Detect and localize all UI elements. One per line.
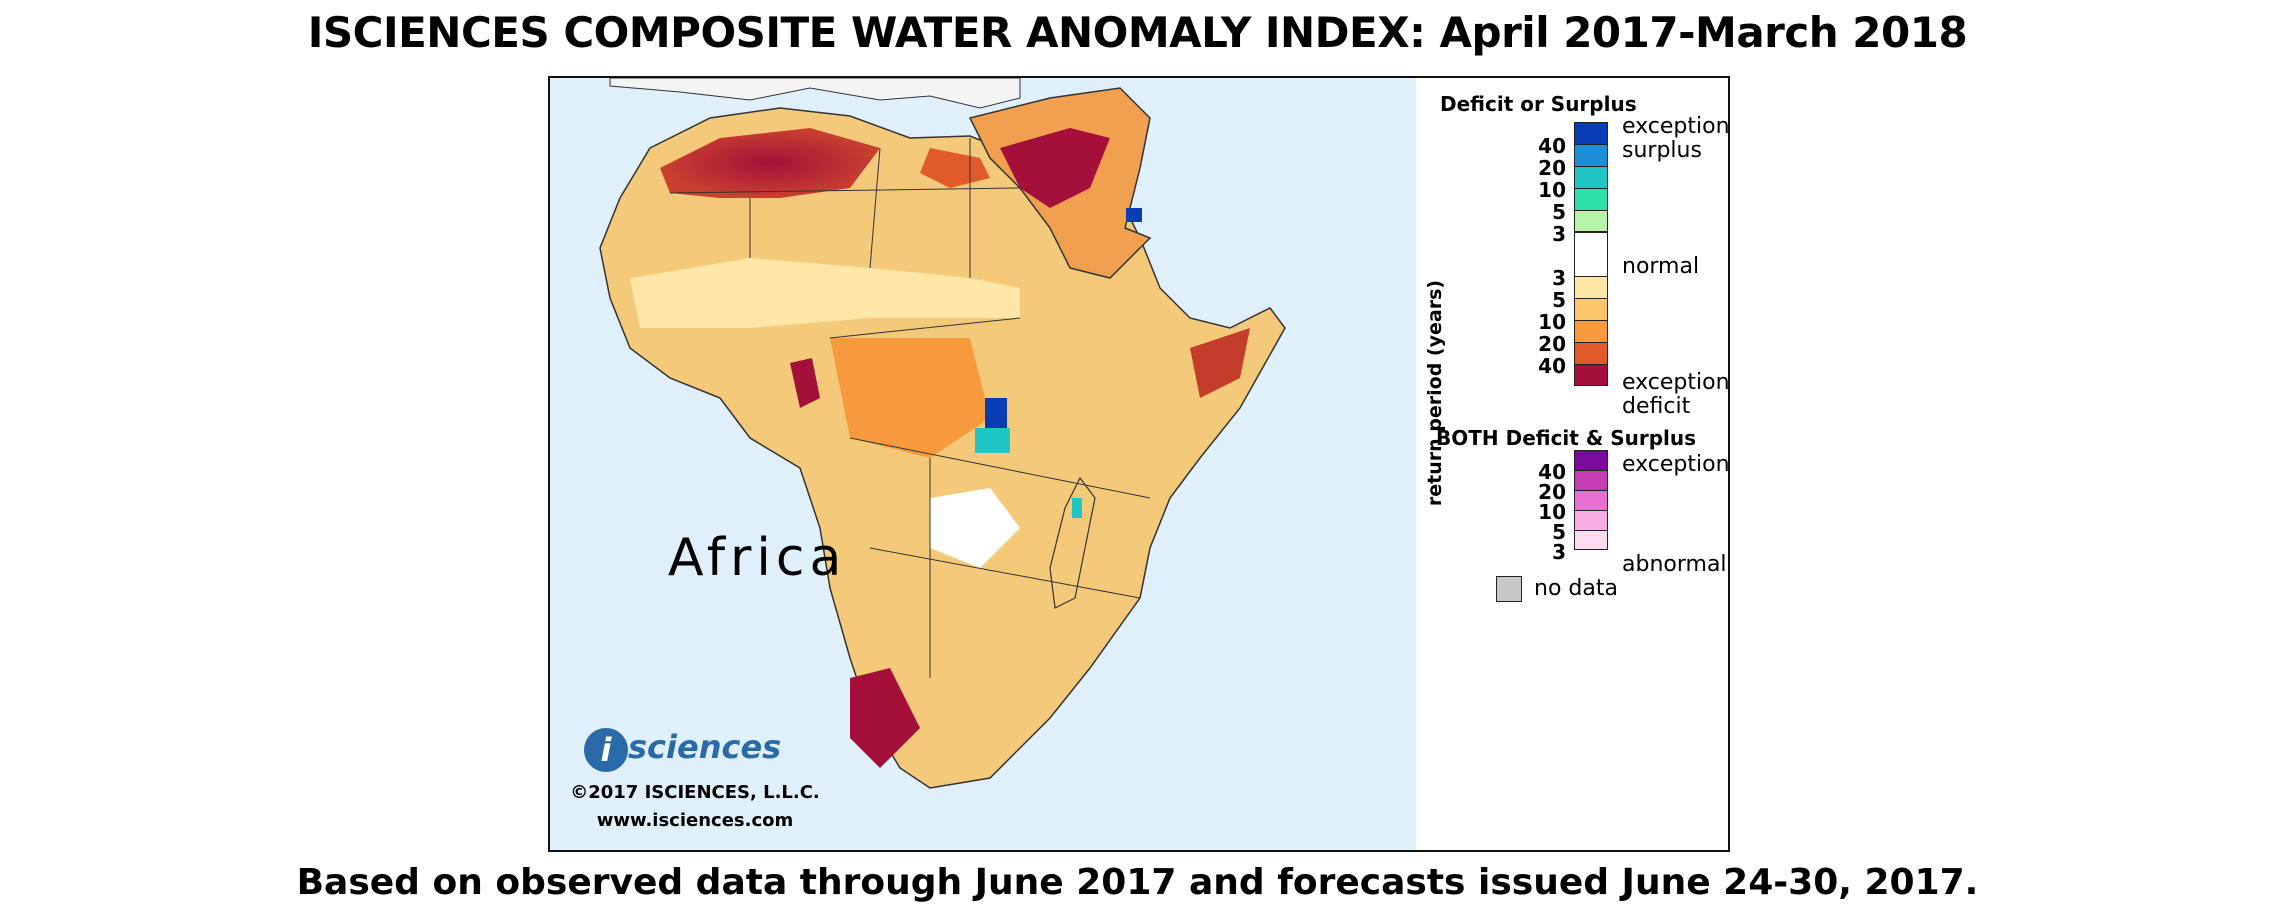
surplus-tick-10: 10 (1538, 178, 1566, 202)
normal-swatch (1574, 232, 1608, 276)
map-canvas (599, 78, 1286, 789)
southern-normal-patch (930, 488, 1020, 568)
deficit-tick-20: 20 (1538, 332, 1566, 356)
oman-exceptional-surplus (1126, 208, 1142, 222)
legend-both-title: BOTH Deficit & Surplus (1436, 426, 1697, 450)
madagascar-landmass (1049, 476, 1096, 609)
both-tick-10: 10 (1538, 500, 1566, 524)
deficit-swatch-2 (1574, 298, 1608, 320)
south-africa-exceptional-deficit (850, 668, 920, 768)
deficit-tick-40: 40 (1538, 354, 1566, 378)
surplus-swatch-5 (1574, 210, 1608, 232)
east-africa-exceptional-surplus (985, 398, 1007, 428)
deficit-swatch-1 (1574, 276, 1608, 298)
surplus-tick-40: 40 (1538, 134, 1566, 158)
no-data-swatch (1496, 576, 1522, 602)
deficit-swatch-4 (1574, 342, 1608, 364)
legend-exceptional-surplus-line1: exceptional (1622, 114, 1730, 139)
africa-map: Africa i sciences ©2017 ISCIENCES, L.L.C… (550, 78, 1416, 850)
region-label: Africa (668, 528, 847, 588)
surplus-tick-3: 3 (1552, 222, 1566, 246)
copyright-text: ©2017 ISCIENCES, L.L.C. (570, 782, 820, 803)
surplus-swatch-1 (1574, 122, 1608, 144)
both-tick-40: 40 (1538, 460, 1566, 484)
deficit-tick-5: 5 (1552, 288, 1566, 312)
deficit-tick-3: 3 (1552, 266, 1566, 290)
deficit-tick-10: 10 (1538, 310, 1566, 334)
website-url: www.isciences.com (596, 810, 794, 831)
surplus-swatch-3 (1574, 166, 1608, 188)
surplus-tick-5: 5 (1552, 200, 1566, 224)
footer-note: Based on observed data through June 2017… (296, 862, 1979, 903)
east-africa-surplus (975, 428, 1010, 453)
map-figure: Africa i sciences ©2017 ISCIENCES, L.L.C… (548, 76, 1730, 852)
both-swatch-5 (1574, 530, 1608, 550)
isciences-logo: i sciences ©2017 ISCIENCES, L.L.C. www.i… (570, 728, 820, 848)
gabon-exceptional-deficit (790, 358, 820, 408)
both-tick-20: 20 (1538, 480, 1566, 504)
legend-exceptional-surplus-line2: surplus (1622, 138, 1702, 163)
arabia-exceptional-deficit (1000, 128, 1110, 208)
sahara-exceptional-deficit (660, 128, 880, 198)
legend-exceptional-deficit-line1: exceptional (1622, 370, 1730, 395)
legend-normal-label: normal (1622, 254, 1700, 279)
surplus-swatch-4 (1574, 188, 1608, 210)
both-swatch-1 (1574, 450, 1608, 470)
horn-exceptional-deficit (1190, 328, 1250, 398)
deficit-swatch-5 (1574, 364, 1608, 386)
surplus-swatch-2 (1574, 144, 1608, 166)
country-borders (669, 138, 1151, 678)
isciences-logo-icon: i (584, 728, 628, 772)
deficit-swatch-3 (1574, 320, 1608, 342)
madagascar-both (1072, 498, 1082, 518)
legend-both-abnormal-label: abnormal (1622, 552, 1727, 577)
both-swatch-3 (1574, 490, 1608, 510)
sahel-mild-deficit (630, 258, 1020, 328)
central-deficit (830, 338, 990, 458)
legend-exceptional-deficit-line2: deficit (1622, 394, 1691, 419)
both-swatch-2 (1574, 470, 1608, 490)
surplus-tick-20: 20 (1538, 156, 1566, 180)
both-tick-5: 5 (1552, 520, 1566, 544)
legend-no-data-label: no data (1534, 576, 1618, 601)
legend-axis-label: return period (years) (1424, 279, 1446, 507)
page-title: ISCIENCES COMPOSITE WATER ANOMALY INDEX:… (307, 8, 1968, 57)
legend-deficit-surplus-title: Deficit or Surplus (1440, 92, 1637, 116)
both-swatch-4 (1574, 510, 1608, 530)
logo-wordmark: sciences (628, 728, 782, 766)
egypt-deficit (920, 148, 990, 188)
map-legend: Deficit or Surplus return period (years)… (1416, 78, 1728, 850)
both-tick-3: 3 (1552, 540, 1566, 564)
legend-both-exceptional-label: exceptional (1622, 452, 1730, 477)
europe-landmass (609, 78, 1021, 109)
